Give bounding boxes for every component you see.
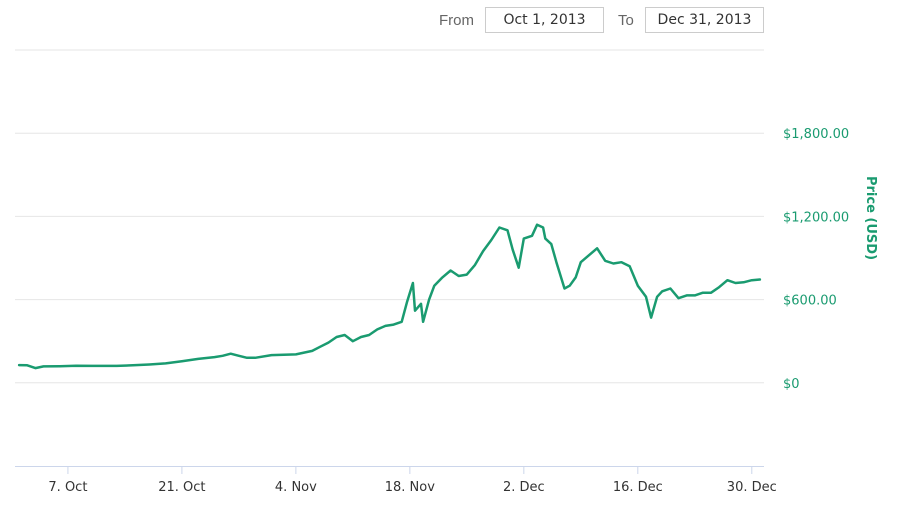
- x-tick-label: 30. Dec: [727, 480, 777, 495]
- y-tick-label: $1,800.00: [783, 127, 849, 142]
- y-tick-label: $1,200.00: [783, 210, 849, 225]
- y-axis-title: Price (USD): [863, 176, 878, 260]
- price-series-line: [17, 223, 762, 370]
- x-tick-label: 4. Nov: [275, 480, 317, 495]
- x-tick-label: 16. Dec: [613, 480, 663, 495]
- grid-lines: [15, 49, 764, 384]
- x-tick-label: 18. Nov: [385, 480, 435, 495]
- from-label: From: [439, 12, 474, 29]
- to-date-input[interactable]: [645, 7, 764, 33]
- date-range-selector: From To: [0, 7, 900, 35]
- from-date-input[interactable]: [485, 7, 604, 33]
- x-tick-labels: 7. Oct 21. Oct 4. Nov 18. Nov 2. Dec 16. Dec 3…: [48, 480, 776, 495]
- y-tick-labels: $0 $600.00 $1,200.00 $1,800.00: [783, 127, 849, 392]
- x-tick-label: 21. Oct: [158, 480, 205, 495]
- x-tick-label: 2. Dec: [503, 480, 545, 495]
- y-tick-label: $0: [783, 377, 800, 392]
- x-tick-marks: [67, 466, 753, 474]
- to-label: To: [618, 12, 634, 29]
- x-tick-label: 7. Oct: [48, 480, 87, 495]
- y-tick-label: $600.00: [783, 294, 837, 309]
